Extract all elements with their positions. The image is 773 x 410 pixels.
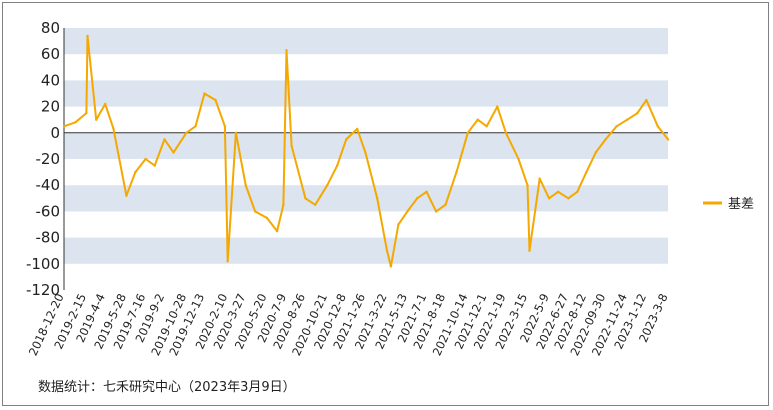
data-point [496,105,499,108]
data-point [226,260,229,263]
data-point [466,131,469,134]
data-point [376,197,379,200]
data-point [476,118,479,121]
y-tick-label: 40 [41,71,60,89]
y-tick-label: -120 [26,281,60,299]
data-point [626,118,629,121]
grid-bands [64,28,668,264]
data-point [406,210,409,213]
data-point [86,34,89,38]
data-point [74,121,77,124]
data-point [253,210,257,213]
data-point [434,210,438,213]
data-point [615,125,618,128]
data-point [104,102,107,106]
data-point [636,111,639,115]
data-point [185,131,188,134]
series-points [62,34,670,268]
data-point [144,157,147,161]
source-note: 数据统计：七禾研究中心（2023年3月9日） [38,380,296,395]
data-point [585,170,588,174]
grid-band [64,80,668,107]
data-point [356,127,359,131]
data-point [163,138,166,141]
data-point [416,197,419,200]
data-point [517,157,520,161]
y-tick-label: -80 [36,229,61,247]
data-point [304,197,307,200]
data-point [656,125,659,128]
data-point [153,164,156,167]
data-point [194,125,197,128]
data-point [314,203,317,206]
data-point [547,197,551,200]
data-point [172,151,175,154]
grid-band [64,237,668,264]
data-point [244,184,247,187]
data-point [85,111,88,115]
data-point [275,229,279,233]
data-point [444,203,447,206]
data-point [397,223,400,226]
y-tick-label: -20 [36,150,61,168]
data-point [223,125,227,128]
data-point [567,197,570,200]
data-point [364,151,367,154]
grid-band [64,185,668,212]
x-axis-ticks: 2018-12-202019-2-152019-4-42019-5-282019… [26,291,671,357]
data-point [290,144,293,148]
data-point [485,125,488,128]
y-tick-label: 60 [41,45,60,63]
y-tick-label: 80 [41,19,60,37]
data-point [265,216,269,220]
y-tick-label: -40 [36,176,61,194]
data-point [504,131,508,134]
data-point [385,249,389,252]
data-point [645,98,648,102]
data-point [425,190,428,193]
legend-label-basis: 基差 [728,197,754,212]
y-tick-label: 20 [41,98,60,116]
data-point [203,92,206,95]
legend: 基差 [703,197,754,212]
grid-band [64,28,668,55]
data-point [326,184,329,187]
data-point [594,151,597,154]
data-point [234,131,238,134]
data-point [336,164,339,167]
data-point [604,138,607,141]
data-point [526,184,529,187]
y-tick-label: -100 [26,255,60,273]
data-point [666,138,670,141]
data-point [345,138,348,141]
data-point [528,249,531,252]
y-axis-ticks: 80 60 40 20 0 -20 -40 -60 -80 -100 -120 [26,19,60,299]
y-tick-label: -60 [36,202,61,220]
data-point [125,194,128,197]
data-point [455,170,458,174]
data-point [285,49,288,52]
data-point [95,118,98,121]
data-point [134,170,137,174]
data-point [538,177,541,180]
data-point [556,190,560,193]
series-line-basis [63,34,669,268]
data-point [282,203,285,206]
data-point [214,98,217,102]
data-point [62,125,66,128]
data-point [389,265,393,268]
data-point [576,190,579,193]
data-point [112,127,115,131]
y-tick-label: 0 [50,124,60,142]
